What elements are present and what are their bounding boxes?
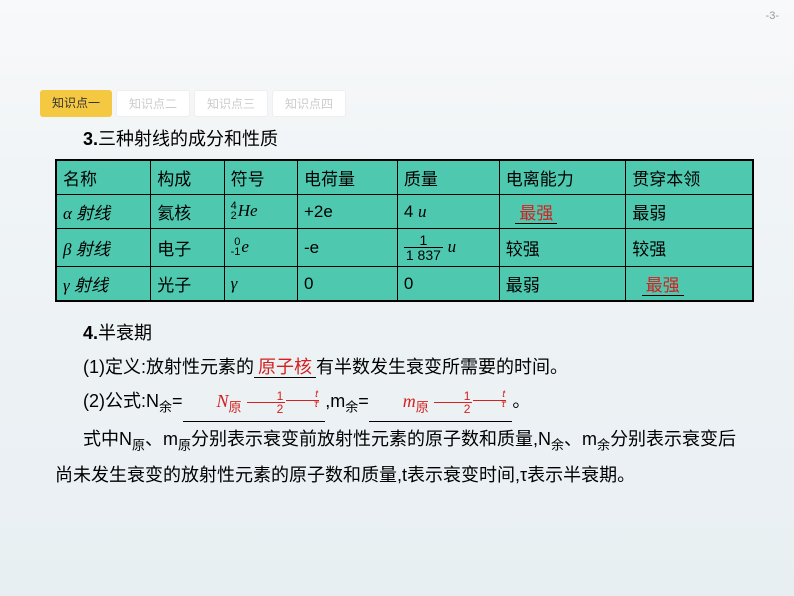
section-3-num: 3. (83, 129, 98, 149)
section-3-text: 三种射线的成分和性质 (98, 129, 278, 149)
explain-line-1: 式中N原、m原分别表示衰变前放射性元素的原子数和质量,N余、m余分别表示衰变后尚… (55, 422, 754, 492)
halflife-section: 4.半衰期 (1)定义:放射性元素的原子核有半数发生衰变所需要的时间。 (2)公… (55, 316, 754, 492)
tab-1[interactable]: 知识点一 (40, 90, 112, 117)
table-row-beta: β 射线 电子 0-1e -e 11 837 u 较强 较强 (56, 229, 753, 267)
alpha-mass: 4 u (397, 195, 499, 229)
th-mass: 质量 (397, 160, 499, 195)
tab-4[interactable]: 知识点四 (272, 90, 346, 117)
gamma-charge: 0 (297, 267, 397, 302)
formula-line: (2)公式:N余=N原 12𝑡𝜏,m余=m原 12𝑡𝜏。 (55, 384, 754, 421)
tabs-container: 知识点一 知识点二 知识点三 知识点四 (40, 90, 346, 117)
gamma-comp: 光子 (151, 267, 224, 302)
table-header-row: 名称 构成 符号 电荷量 质量 电离能力 贯穿本领 (56, 160, 753, 195)
beta-name: β 射线 (56, 229, 151, 267)
definition-line: (1)定义:放射性元素的原子核有半数发生衰变所需要的时间。 (55, 350, 754, 384)
section-3-title: 3.三种射线的成分和性质 (55, 125, 754, 151)
gamma-ion: 最弱 (499, 267, 625, 302)
alpha-ion: 最强 (499, 195, 625, 229)
section-4-text: 半衰期 (98, 323, 152, 343)
th-ion: 电离能力 (499, 160, 625, 195)
beta-ion: 较强 (499, 229, 625, 267)
alpha-charge: +2e (297, 195, 397, 229)
th-symbol: 符号 (224, 160, 297, 195)
th-pen: 贯穿本领 (626, 160, 753, 195)
page-number: -3- (766, 10, 779, 22)
alpha-name: α 射线 (56, 195, 151, 229)
formula-N: N原 12𝑡𝜏 (183, 384, 326, 421)
formula-m: m原 12𝑡𝜏 (369, 384, 513, 421)
th-comp: 构成 (151, 160, 224, 195)
th-name: 名称 (56, 160, 151, 195)
table-row-alpha: α 射线 氦核 42He +2e 4 u 最强 最弱 (56, 195, 753, 229)
gamma-symbol: γ (224, 267, 297, 302)
beta-pen: 较强 (626, 229, 753, 267)
content-area: 3.三种射线的成分和性质 名称 构成 符号 电荷量 质量 电离能力 贯穿本领 α… (55, 125, 754, 492)
beta-charge: -e (297, 229, 397, 267)
alpha-symbol: 42He (224, 195, 297, 229)
section-4-title: 4.半衰期 (55, 316, 754, 350)
th-charge: 电荷量 (297, 160, 397, 195)
tab-3[interactable]: 知识点三 (194, 90, 268, 117)
tab-2[interactable]: 知识点二 (116, 90, 190, 117)
beta-mass: 11 837 u (397, 229, 499, 267)
beta-symbol: 0-1e (224, 229, 297, 267)
alpha-pen: 最弱 (626, 195, 753, 229)
gamma-mass: 0 (397, 267, 499, 302)
gamma-name: γ 射线 (56, 267, 151, 302)
table-row-gamma: γ 射线 光子 γ 0 0 最弱 最强 (56, 267, 753, 302)
section-4-num: 4. (83, 323, 98, 343)
gamma-pen: 最强 (626, 267, 753, 302)
alpha-comp: 氦核 (151, 195, 224, 229)
beta-comp: 电子 (151, 229, 224, 267)
radiation-table: 名称 构成 符号 电荷量 质量 电离能力 贯穿本领 α 射线 氦核 42He +… (55, 159, 754, 302)
